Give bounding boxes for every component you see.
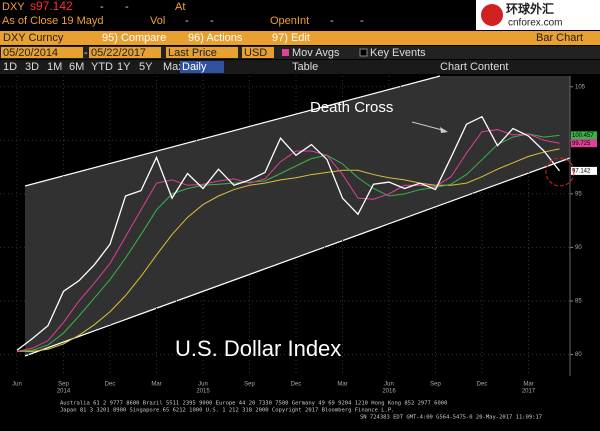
label: Vol xyxy=(150,15,165,27)
last-label: 100.457 xyxy=(572,133,594,139)
channel xyxy=(25,76,570,356)
button[interactable]: 97) Edit xyxy=(272,32,310,44)
mov-avgs: Mov Avgs xyxy=(292,47,340,59)
logo-icon xyxy=(481,4,503,26)
input[interactable] xyxy=(1,47,83,58)
footer: Japan 81 3 3201 8900 Singapore 65 6212 1… xyxy=(60,408,394,414)
table[interactable]: Table xyxy=(292,61,318,73)
footer: Australia 61 2 9777 8600 Brazil 5511 239… xyxy=(60,401,447,407)
dash: - xyxy=(100,1,104,13)
label: OpenInt xyxy=(270,15,309,27)
series-line xyxy=(17,148,560,352)
period[interactable]: 3D xyxy=(25,61,39,73)
x-tick-label: Dec xyxy=(477,382,488,388)
dash: - xyxy=(210,15,214,27)
x-tick-label: Dec xyxy=(105,382,116,388)
currency: USD xyxy=(244,47,267,59)
toolbar xyxy=(0,31,600,45)
last-tag xyxy=(571,139,597,148)
period[interactable]: 1D xyxy=(3,61,17,73)
x-tick-label: Jun xyxy=(12,382,22,388)
highlight xyxy=(545,157,575,187)
logo-cn: 环球外汇 xyxy=(506,1,554,16)
price: s97.142 xyxy=(30,0,73,13)
x-tick-label: Mar xyxy=(337,382,347,388)
key-events: Key Events xyxy=(370,47,426,59)
y-tick-label: 95 xyxy=(575,191,582,197)
x-tick-label: Jun xyxy=(384,382,394,388)
x-tick-label: Sep xyxy=(244,382,255,388)
label: At xyxy=(175,1,185,13)
dash: - xyxy=(330,15,334,27)
period[interactable]: 5Y xyxy=(139,61,153,73)
frequency-bg[interactable] xyxy=(180,61,224,73)
last-tag xyxy=(571,166,597,175)
x-tick-label: Mar xyxy=(523,382,533,388)
annotation: Death Cross xyxy=(310,99,393,116)
end-date: 05/22/2017 xyxy=(91,47,146,59)
period[interactable]: 1M xyxy=(47,61,62,73)
y-tick-label: 105 xyxy=(575,84,586,90)
period-bar xyxy=(0,60,600,74)
dash: - xyxy=(360,15,364,27)
period[interactable]: 6M xyxy=(69,61,84,73)
checkbox[interactable] xyxy=(282,49,289,56)
channel-line xyxy=(24,157,571,357)
dash: - xyxy=(185,15,189,27)
period[interactable]: 1Y xyxy=(117,61,131,73)
button[interactable]: 96) Actions xyxy=(188,32,243,44)
dropdown[interactable] xyxy=(166,47,238,58)
y-tick-label: 80 xyxy=(575,352,582,358)
input[interactable] xyxy=(89,47,161,58)
logo-en: cnforex.com xyxy=(508,18,562,29)
security[interactable]: DXY Curncy xyxy=(3,32,64,44)
y-tick-label: 90 xyxy=(575,245,582,251)
field: Last Price xyxy=(168,47,217,59)
x-tick-label: Sep xyxy=(58,382,69,388)
last-label: 99.725 xyxy=(572,141,591,147)
series-line xyxy=(16,133,560,352)
dropdown[interactable] xyxy=(242,47,274,58)
x-tick-label: Dec xyxy=(291,382,302,388)
arrow xyxy=(411,121,447,132)
periods: 1D 3D 1M 6M YTD 1Y 5Y Max xyxy=(3,61,184,73)
as-of: As of Close 19 Mayd xyxy=(2,15,104,27)
year-label: 2017 xyxy=(522,389,536,395)
footer: SN 724383 EDT GMT-4:00 G564-5475-0 20-Ma… xyxy=(360,415,542,421)
period[interactable]: YTD xyxy=(91,61,113,73)
channel-line xyxy=(24,75,441,187)
last-label: 97.142 xyxy=(572,168,591,174)
series-line xyxy=(16,129,560,352)
view: Bar Chart xyxy=(536,32,583,44)
checkbox[interactable] xyxy=(359,48,368,57)
arrow-head xyxy=(440,127,448,133)
sep: - xyxy=(84,47,88,59)
chart-content[interactable]: Chart Content xyxy=(440,61,508,73)
index-name: U.S. Dollar Index xyxy=(175,336,341,361)
frequency: Daily xyxy=(182,61,207,73)
period[interactable]: Max xyxy=(163,61,184,73)
start-date: 05/20/2014 xyxy=(3,47,58,59)
dash: - xyxy=(125,1,129,13)
x-tick-label: Jun xyxy=(198,382,208,388)
plot: 80859095100105JunSepDecMarJunSepDecMarJu… xyxy=(0,76,597,395)
series-line xyxy=(16,115,561,351)
year-label: 2014 xyxy=(57,389,71,395)
ticker: DXY xyxy=(2,1,25,13)
button[interactable]: 95) Compare xyxy=(102,32,166,44)
y-tick-label: 85 xyxy=(575,299,582,305)
x-tick-label: Sep xyxy=(430,382,441,388)
year-label: 2016 xyxy=(382,389,396,395)
year-label: 2015 xyxy=(196,389,210,395)
x-tick-label: Mar xyxy=(151,382,161,388)
last-tag xyxy=(571,131,597,140)
